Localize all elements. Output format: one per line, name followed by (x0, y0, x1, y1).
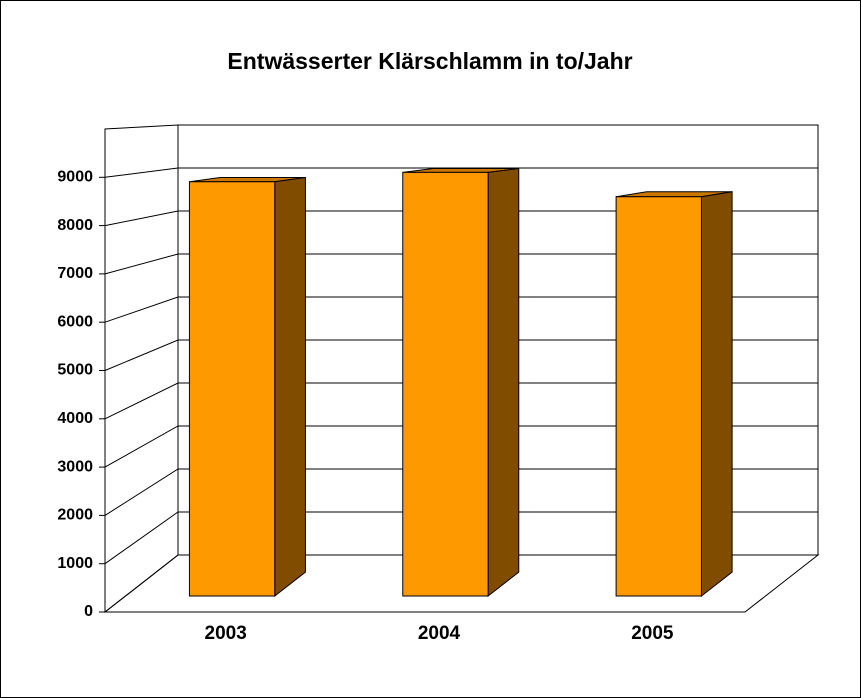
grid-line (104, 511, 818, 565)
y-tick-label: 5000 (57, 362, 93, 379)
y-tick-label: 6000 (57, 313, 93, 330)
grid-line (104, 296, 818, 323)
y-tick-label: 1000 (57, 555, 93, 572)
grid-line (104, 382, 818, 420)
y-tick-label: 3000 (57, 458, 93, 475)
grid-line (104, 167, 818, 178)
x-tick-label: 2003 (205, 623, 247, 644)
y-tick-label: 4000 (57, 410, 93, 427)
grid-line (104, 554, 818, 613)
grid-line (104, 425, 818, 468)
bar-side (487, 167, 520, 598)
grid-line (104, 339, 818, 371)
grid-line (104, 210, 818, 227)
y-tick-label: 8000 (57, 217, 93, 234)
bar (188, 181, 276, 597)
bar (402, 171, 489, 597)
y-tick-label: 0 (84, 603, 93, 620)
grid-line (104, 468, 818, 516)
bar (615, 196, 702, 597)
y-tick-label: 9000 (57, 169, 93, 186)
bar-side (274, 176, 306, 598)
y-tick-label: 7000 (57, 265, 93, 282)
grid-line (104, 253, 818, 275)
y-tick-label: 2000 (57, 507, 93, 524)
x-tick-label: 2004 (418, 623, 461, 644)
x-tick-label: 2005 (631, 623, 674, 644)
chart-title: Entwässerter Klärschlamm in to/Jahr (227, 48, 632, 74)
bar-side (700, 191, 733, 598)
left-wall (104, 124, 179, 614)
